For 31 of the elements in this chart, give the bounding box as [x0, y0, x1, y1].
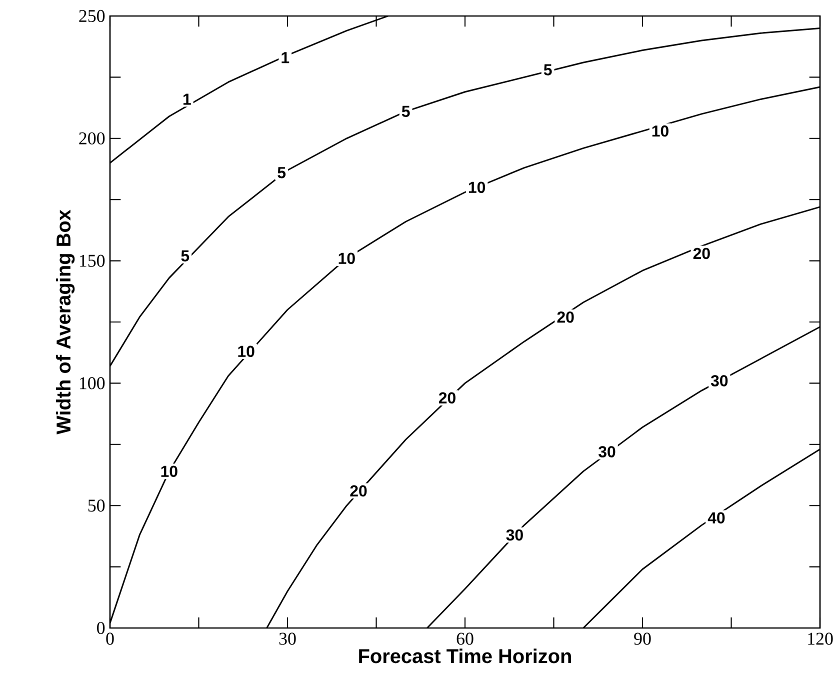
y-tick-label: 200 [79, 132, 105, 144]
annotation: 5 [544, 64, 552, 76]
y-tick-label: 50 [88, 500, 105, 512]
annotation: 20 [557, 311, 574, 323]
x-tick-label: 90 [634, 632, 651, 645]
annotation: 30 [710, 375, 728, 386]
annotation: 20 [350, 485, 367, 497]
annotation: 1 [282, 52, 290, 64]
y-axis-title: Width of Averaging Box [56, 210, 75, 434]
y-tick-label: 250 [79, 10, 105, 22]
x-axis-title: Forecast Time Horizon [359, 648, 571, 664]
annotation: 5 [402, 106, 410, 118]
annotation: 1 [183, 94, 191, 105]
x-tick-label: 120 [808, 632, 833, 645]
x-tick-label: 0 [106, 632, 114, 645]
annotation: 10 [238, 346, 254, 358]
y-tick-label: 100 [80, 377, 105, 390]
y-tick-label: 150 [80, 254, 105, 267]
y-tick-label: 0 [97, 622, 105, 634]
annotation: 40 [708, 512, 725, 524]
annotation: 30 [506, 529, 523, 541]
annotation: 5 [278, 167, 286, 178]
annotation: 10 [161, 466, 178, 477]
annotation: 20 [693, 248, 710, 260]
annotation: 20 [438, 392, 456, 404]
annotation: 10 [468, 182, 486, 193]
x-tick-label: 30 [279, 632, 296, 645]
annotation: 30 [598, 446, 616, 458]
x-tick-label: 60 [456, 632, 474, 645]
annotation: 10 [652, 125, 668, 137]
annotation: 5 [181, 250, 190, 262]
